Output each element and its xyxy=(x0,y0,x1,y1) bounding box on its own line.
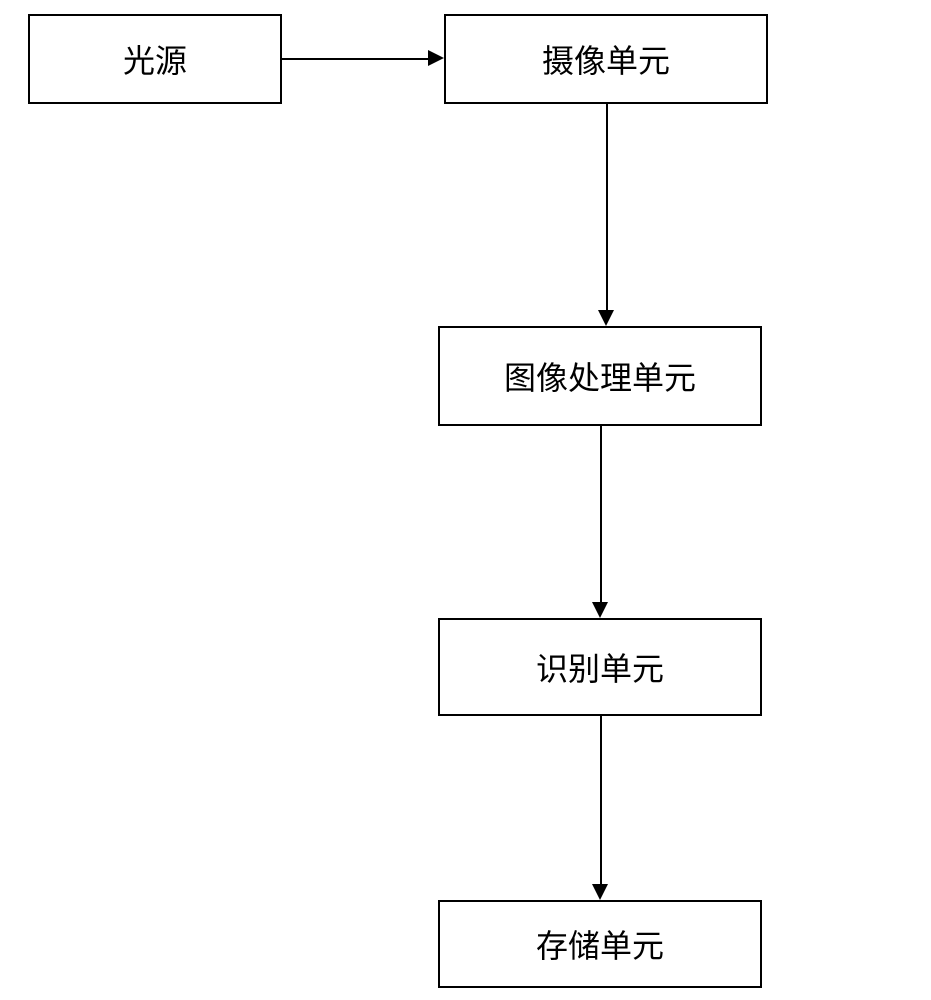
node-label: 存储单元 xyxy=(536,921,664,967)
node-label: 图像处理单元 xyxy=(504,353,696,399)
arrow-line xyxy=(282,58,428,60)
node-label: 光源 xyxy=(123,36,187,82)
node-light-source: 光源 xyxy=(28,14,282,104)
node-image-processing-unit: 图像处理单元 xyxy=(438,326,762,426)
node-recognition-unit: 识别单元 xyxy=(438,618,762,716)
arrow-head-icon xyxy=(598,310,614,326)
flowchart-container: 光源 摄像单元 图像处理单元 识别单元 存储单元 xyxy=(0,0,931,1000)
node-storage-unit: 存储单元 xyxy=(438,900,762,988)
arrow-head-icon xyxy=(592,884,608,900)
node-label: 摄像单元 xyxy=(542,36,670,82)
node-label: 识别单元 xyxy=(536,644,664,690)
arrow-line xyxy=(606,104,608,310)
arrow-line xyxy=(600,716,602,884)
arrow-head-icon xyxy=(592,602,608,618)
arrow-head-icon xyxy=(428,50,444,66)
arrow-line xyxy=(600,426,602,602)
node-camera-unit: 摄像单元 xyxy=(444,14,768,104)
